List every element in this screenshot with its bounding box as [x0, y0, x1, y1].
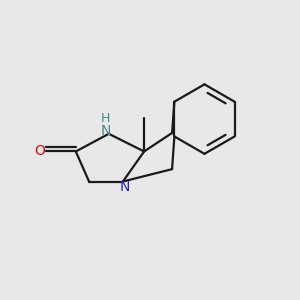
- Text: N: N: [119, 180, 130, 194]
- Text: H: H: [101, 112, 110, 125]
- Text: O: O: [34, 145, 45, 158]
- Text: N: N: [100, 124, 111, 138]
